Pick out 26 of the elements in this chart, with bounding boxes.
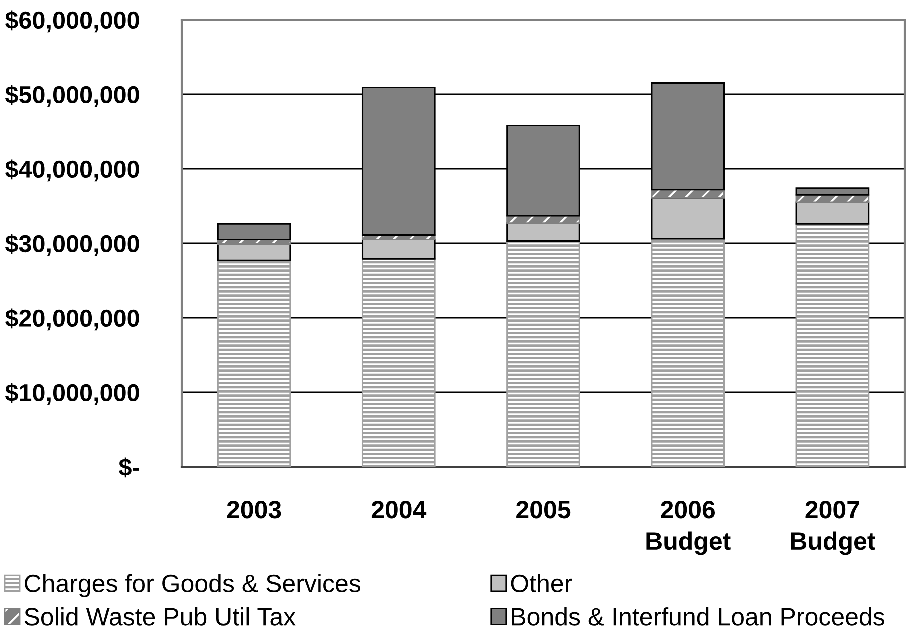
y-tick-label: $10,000,000 [6,383,140,406]
legend-label: Solid Waste Pub Util Tax [24,608,296,626]
legend-label: Charges for Goods & Services [25,574,360,598]
bar [796,202,870,225]
y-tick-label: $40,000,000 [6,160,140,182]
x-tick-label: 2005 [516,500,571,519]
bar [506,222,580,242]
bar [651,238,726,467]
y-tick-label: $50,000,000 [6,85,140,108]
legend-label: Bonds & Interfund Loan Proceeds [512,608,884,626]
legend-label: Other [511,574,572,593]
bar [217,260,292,467]
bar [651,197,726,240]
bar [217,223,292,241]
bar [506,240,580,467]
y-tick-label: $- [119,458,140,478]
bar [362,258,436,467]
x-tick-label: 2006 Budget [646,500,731,556]
x-tick-label: 2007 Budget [791,500,876,556]
bar [796,223,870,467]
y-tick-label: $30,000,000 [6,234,140,256]
x-tick-label: 2003 [227,500,282,519]
y-tick-label: $60,000,000 [6,10,140,33]
x-tick-label: 2004 [372,500,427,519]
y-tick-label: $20,000,000 [6,308,140,331]
bar [217,243,292,262]
